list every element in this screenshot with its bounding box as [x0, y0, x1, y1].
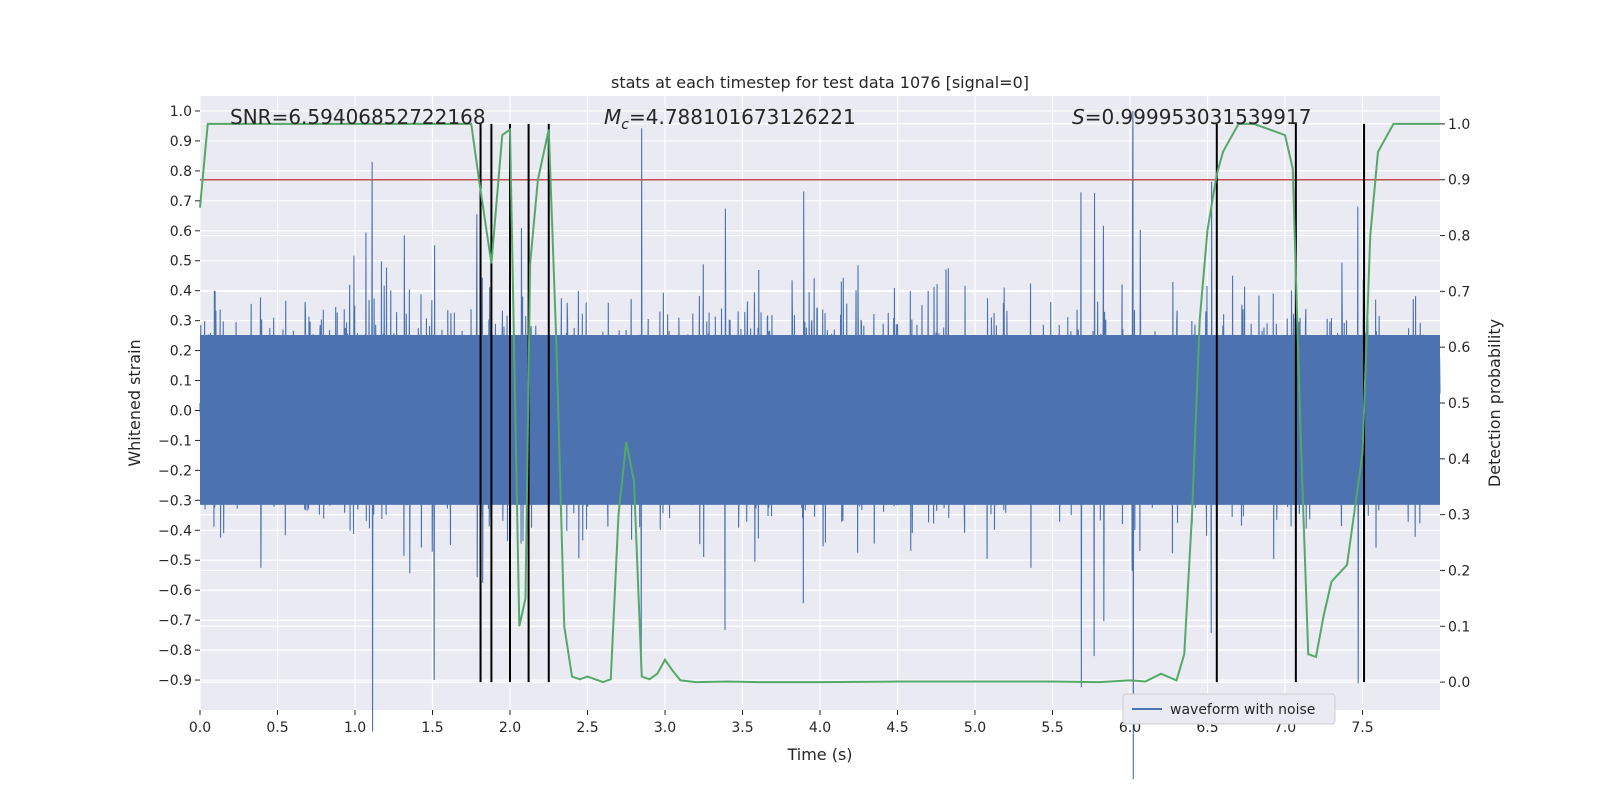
y-tick-label: −0.1 — [158, 433, 192, 449]
x-tick-label: 2.5 — [576, 720, 598, 736]
snr-value: 6.59406852722168 — [288, 105, 485, 129]
y2-tick-label: 0.2 — [1448, 563, 1470, 579]
strain-band — [200, 335, 1440, 505]
y2-tick-label: 0.8 — [1448, 229, 1470, 245]
y-tick-label: 0.7 — [170, 194, 192, 210]
y2-tick-label: 0.9 — [1448, 173, 1470, 189]
x-tick-label: 2.0 — [499, 720, 521, 736]
y-tick-label: −0.6 — [158, 583, 192, 599]
mc-value: 4.788101673126221 — [646, 105, 856, 129]
y-tick-label: −0.7 — [158, 613, 192, 629]
y2-tick-label: 0.6 — [1448, 340, 1470, 356]
y2-tick-label: 0.0 — [1448, 675, 1470, 691]
y2-tick-label: 0.5 — [1448, 396, 1470, 412]
y-axis-label: Whitened strain — [125, 339, 144, 466]
snr-label: SNR — [230, 105, 272, 129]
vertical-lines — [479, 123, 1366, 683]
x-tick-label: 1.0 — [344, 720, 366, 736]
y-tick-label: 0.8 — [170, 164, 192, 180]
strain-series — [199, 110, 1441, 780]
y-tick-label: 0.9 — [170, 134, 192, 150]
y-tick-label: −0.3 — [158, 493, 192, 509]
x-axis-label: Time (s) — [786, 745, 852, 764]
y-tick-label: 1.0 — [170, 104, 192, 120]
y-tick-label: −0.8 — [158, 643, 192, 659]
s-value: 0.999953031539917 — [1101, 105, 1311, 129]
y2-tick-label: 0.7 — [1448, 284, 1470, 300]
x-tick-label: 5.5 — [1041, 720, 1063, 736]
y-tick-label: 0.6 — [170, 224, 192, 240]
snr-annotation: SNR=6.59406852722168 — [230, 105, 486, 129]
y2-ticks: 1.0 0.9 0.8 0.7 0.6 0.5 0.4 0.3 0.2 0.1 0.0 — [1440, 117, 1470, 691]
mc-label: M — [604, 105, 621, 129]
x-tick-label: 5.0 — [964, 720, 986, 736]
y2-tick-label: 0.1 — [1448, 619, 1470, 635]
x-tick-label: 1.5 — [421, 720, 443, 736]
legend-label: waveform with noise — [1170, 702, 1315, 718]
y-tick-label: 0.0 — [170, 403, 192, 419]
x-tick-label: 0.0 — [189, 720, 211, 736]
y2-axis-label: Detection probability — [1485, 319, 1504, 487]
y2-tick-label: 1.0 — [1448, 117, 1470, 133]
y-tick-label: −0.4 — [158, 523, 192, 539]
y-tick-label: 0.5 — [170, 254, 192, 270]
x-tick-label: 3.5 — [731, 720, 753, 736]
x-tick-label: 0.5 — [266, 720, 288, 736]
legend: waveform with noise — [1122, 693, 1336, 725]
y-tick-label: −0.2 — [158, 463, 192, 479]
x-tick-label: 3.0 — [654, 720, 676, 736]
y-tick-label: 0.1 — [170, 374, 192, 390]
y-ticks: 1.0 0.9 0.8 0.7 0.6 0.5 0.4 0.3 0.2 0.1 0.0 −0.1 −0.… — [158, 104, 200, 689]
x-tick-label: 7.5 — [1351, 720, 1373, 736]
s-annotation: S=0.999953031539917 — [1072, 105, 1311, 129]
s-label: S — [1072, 105, 1085, 129]
y-tick-label: 0.3 — [170, 314, 192, 330]
legend-box — [1122, 693, 1336, 725]
y2-tick-label: 0.4 — [1448, 452, 1470, 468]
x-tick-label: 4.5 — [886, 720, 908, 736]
y-tick-label: 0.2 — [170, 344, 192, 360]
mc-subscript: c — [621, 117, 629, 133]
probability-line — [199, 122, 1440, 684]
x-tick-label: 4.0 — [809, 720, 831, 736]
y-tick-label: 0.4 — [170, 284, 192, 300]
y-tick-label: −0.9 — [158, 673, 192, 689]
mc-annotation: Mc=4.788101673126221 — [604, 105, 856, 133]
y2-tick-label: 0.3 — [1448, 508, 1470, 524]
chart-title: stats at each timestep for test data 107… — [611, 73, 1029, 92]
y-tick-label: −0.5 — [158, 553, 192, 569]
